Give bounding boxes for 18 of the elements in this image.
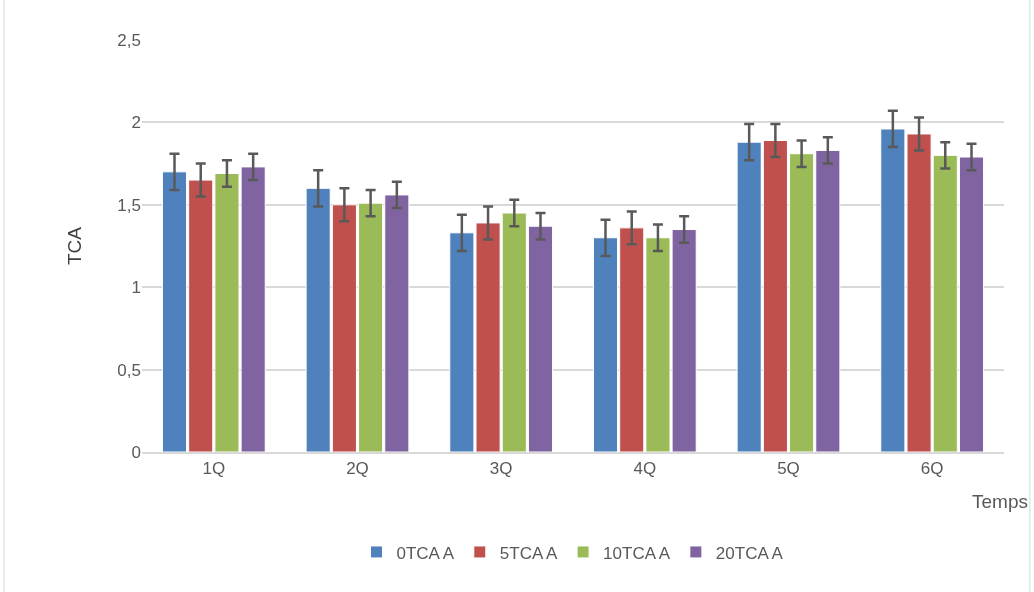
x-tick-label: 6Q — [920, 459, 944, 479]
x-axis-title: Temps — [972, 491, 1028, 512]
x-tick-label: 3Q — [489, 459, 513, 479]
y-tick-label: 2,5 — [117, 30, 141, 50]
legend-label: 20TCA A — [715, 543, 784, 563]
x-tick-label: 4Q — [633, 459, 657, 479]
y-tick-label: 1 — [131, 278, 141, 298]
y-tick-label: 0 — [131, 442, 141, 462]
y-tick-label: 1,5 — [117, 195, 141, 215]
legend-label: 0TCA A — [396, 543, 455, 563]
y-tick-label: 0,5 — [117, 360, 141, 380]
x-tick-label: 5Q — [777, 459, 800, 479]
x-tick-label: 1Q — [202, 459, 226, 479]
legend-label: 5TCA A — [499, 543, 559, 563]
legend-label: 10TCA A — [603, 543, 671, 563]
y-tick-label: 2 — [131, 113, 141, 133]
y-axis-title: TCA — [64, 226, 86, 265]
x-tick-label: 2Q — [346, 459, 369, 479]
